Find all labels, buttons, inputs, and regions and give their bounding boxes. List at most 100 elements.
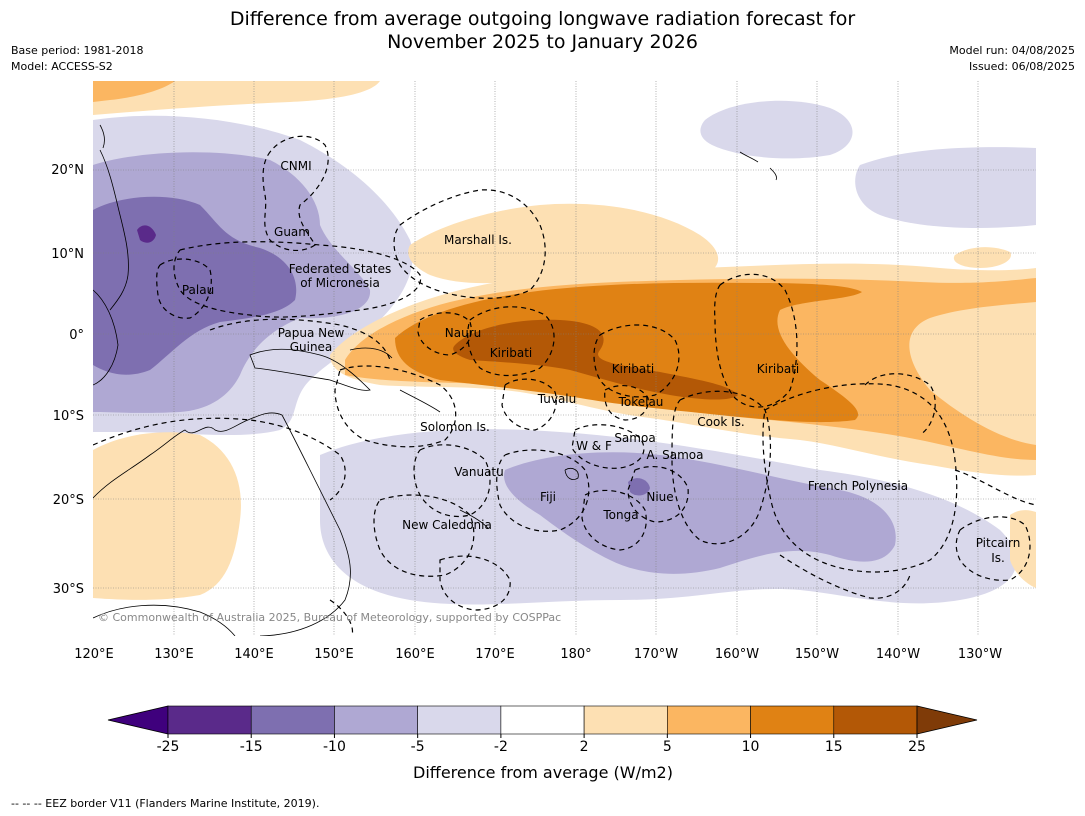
shade-orange-faint-australia [93,432,241,600]
shade-orange-faint-ne-blob [953,247,1011,268]
eez-solomon [334,365,457,448]
map-area: CNMI Guam Marshall Is. Federated States … [93,81,1036,636]
model-name: Model: ACCESS-S2 [11,60,113,73]
label-vanuatu: Vanuatu [454,465,504,479]
coast-new-caledonia [459,509,489,529]
meta-right: Model run: 04/08/2025 Issued: 06/08/2025 [949,43,1075,75]
shade-purple-faint-hawaii [700,100,853,159]
eez-kiribati-e [714,273,798,408]
label-guam: Guam [274,225,310,239]
eez-vanuatu [413,444,491,517]
colorbar-tick-label: 15 [825,739,843,755]
eez-png [209,318,391,361]
colorbar-swatch [667,705,751,735]
eez-east-link [954,469,1036,506]
lat-label: 20°N [51,163,84,178]
eez-tokelau [604,384,649,421]
label-png-line2: Guinea [290,340,333,354]
eez-fiji [496,449,590,532]
lon-label: 170°W [634,647,678,662]
label-png-line1: Papua New [278,326,345,340]
coast-new-britain [349,347,393,359]
label-tokelau: Tokelau [618,395,664,409]
lon-label: 130°W [958,647,1002,662]
eez-tuvalu [501,378,557,431]
coast-fiji [564,468,579,480]
eez-cook [671,390,772,545]
label-kiribati-west: Kiribati [490,346,532,360]
colorbar-tick-label: 5 [663,739,672,755]
coast-hawaii [739,151,777,181]
eez-nz-north [439,555,511,611]
label-tonga: Tonga [602,508,638,522]
colorbar-tick-label: -15 [240,739,263,755]
title-line-2: November 2025 to January 2026 [387,31,698,53]
label-pitcairn-line2: Is. [991,551,1005,565]
eez-australia-east [93,417,346,501]
eez-nauru [417,312,472,356]
longitude-labels: 120°E 130°E 140°E 150°E 160°E 170°E 180°… [74,647,1002,662]
eez-borders [93,135,1036,636]
latitude-labels: 20°N 10°N 0° 10°S 20°S 30°S [51,163,84,597]
label-solomon: Solomon Is. [420,420,490,434]
eez-pitcairn [955,516,1031,581]
meta-left: Base period: 1981-2018 Model: ACCESS-S2 [11,43,143,75]
eez-palau [156,258,212,319]
label-marshall: Marshall Is. [444,233,512,247]
eez-footnote: -- -- -- EEZ border V11 (Flanders Marine… [11,797,320,810]
colorbar-swatch [167,705,252,735]
issued-date: Issued: 06/08/2025 [968,60,1075,73]
eez-kiribati-w [467,306,555,377]
label-cook: Cook Is. [697,415,744,429]
lon-label: 120°E [74,647,114,662]
shade-purple-faint-ne [855,147,1036,228]
place-labels: CNMI Guam Marshall Is. Federated States … [182,159,1020,565]
colorbar-tick-label: -10 [323,739,346,755]
lon-label: 180° [560,647,591,662]
lon-label: 160°W [715,647,759,662]
lat-label: 10°S [53,409,84,424]
label-kiribati-east: Kiribati [757,362,799,376]
label-fiji: Fiji [540,490,556,504]
label-tuvalu: Tuvalu [537,392,577,406]
grid-lines [93,81,1036,636]
colorbar-ticks: -25 -15 -10 -5 -2 2 5 10 15 25 [157,734,926,755]
colorbar-tick-label: -2 [494,739,508,755]
eez-marshall [393,189,546,299]
eez-tonga [581,489,647,551]
label-palau: Palau [182,283,214,297]
coast-solomon [399,389,441,413]
shade-orange-faint-north [408,203,719,284]
map-title: Difference from average outgoing longwav… [0,8,1085,54]
copyright-notice: © Commonwealth of Australia 2025, Bureau… [98,611,561,624]
lat-label: 10°N [51,247,84,262]
coast-borneo [93,289,119,386]
label-fsm-line1: Federated States [289,262,391,276]
lon-label: 150°E [314,647,354,662]
colorbar-tick-label: -5 [411,739,425,755]
colorbar-swatch [583,705,668,735]
eez-fp-north [864,373,936,436]
colorbar-swatches [107,705,978,735]
coast-png [249,348,371,391]
label-new-caledonia: New Caledonia [402,518,492,532]
colorbar-swatch [750,705,835,735]
label-american-samoa: A. Samoa [647,448,704,462]
coast-philippines [99,149,129,311]
lon-label: 170°E [475,647,515,662]
label-cnmi: CNMI [280,159,311,173]
coast-australia-north [93,412,351,636]
shade-purple-dark [137,225,156,243]
colorbar-tick-label: 25 [908,739,926,755]
shade-orange-faint-top [93,81,380,115]
label-nauru: Nauru [445,326,481,340]
label-samoa: Samoa [614,431,655,445]
colorbar-swatch [334,705,418,735]
eez-french-polynesia [762,383,958,573]
lon-label: 160°E [395,647,435,662]
model-run: Model run: 04/08/2025 [949,44,1075,57]
label-wf: W & F [576,439,612,453]
shade-orange-light-top [93,81,175,102]
colorbar-swatch [417,705,502,735]
